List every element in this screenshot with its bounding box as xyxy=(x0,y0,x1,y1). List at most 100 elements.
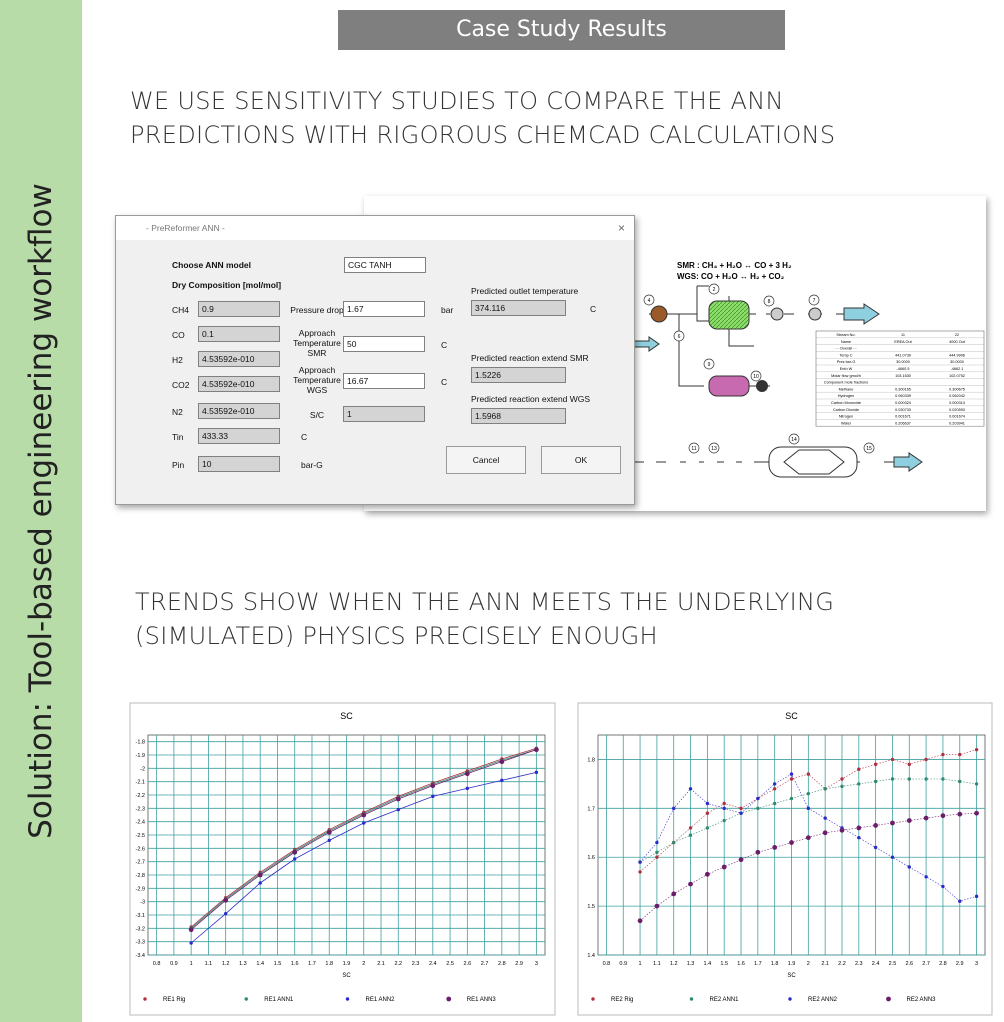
data-point xyxy=(655,851,658,854)
close-button[interactable]: × xyxy=(618,221,625,235)
data-point xyxy=(874,780,877,783)
data-point xyxy=(430,783,435,788)
data-point xyxy=(807,807,810,810)
y-tick-label: -3.1 xyxy=(136,913,145,919)
x-tick-label: 1.5 xyxy=(274,961,282,967)
table-cell: 444.9906 xyxy=(949,353,965,357)
data-point xyxy=(189,925,192,928)
data-point xyxy=(874,846,877,849)
x-tick-label: 1.3 xyxy=(687,961,695,967)
input-label: N2 xyxy=(172,407,183,417)
param-box[interactable]: 16.67 xyxy=(343,373,425,389)
output-box: 1.5968 xyxy=(471,408,566,424)
data-point xyxy=(840,826,843,829)
valve xyxy=(771,308,783,320)
data-point xyxy=(224,896,227,899)
table-cell: 0.000313 xyxy=(949,401,965,405)
input-label: CO2 xyxy=(172,380,189,390)
data-point xyxy=(655,856,658,859)
param-box[interactable]: 1 xyxy=(343,406,425,422)
data-point xyxy=(924,875,927,878)
legend-marker xyxy=(788,997,791,1000)
table-cell: Carbon Dioxide xyxy=(833,408,859,412)
model-select[interactable]: CGC TANH xyxy=(344,257,426,273)
data-point xyxy=(807,772,810,775)
data-point xyxy=(957,812,962,817)
series-line xyxy=(191,750,536,929)
table-cell: 0.001674 xyxy=(949,415,965,419)
legend-marker xyxy=(591,997,594,1000)
table-cell: 0.062042 xyxy=(949,394,965,398)
legend-label: RE1 ANN2 xyxy=(366,997,396,1003)
node-label: 11 xyxy=(691,446,696,452)
legend-label: RE2 Rig xyxy=(611,997,633,1003)
data-point xyxy=(772,845,777,850)
x-tick-label: 2.6 xyxy=(463,961,471,967)
data-point xyxy=(807,792,810,795)
chart-frame xyxy=(130,703,555,1015)
data-point xyxy=(638,860,641,863)
data-point xyxy=(790,777,793,780)
legend-label: RE2 ANN3 xyxy=(907,997,937,1003)
series-line xyxy=(640,774,977,901)
data-point xyxy=(500,757,503,760)
data-point xyxy=(806,835,811,840)
x-tick-label: 1.9 xyxy=(343,961,351,967)
equation: WGS: CO + H₂O ↔ H₂ + CO₂ xyxy=(677,272,785,281)
data-point xyxy=(975,782,978,785)
table-cell: 441.0739 xyxy=(895,353,911,357)
param-box[interactable]: 1.67 xyxy=(343,301,425,317)
data-point xyxy=(431,783,434,786)
chart-title: SC xyxy=(785,711,798,721)
data-point xyxy=(258,871,261,874)
data-point xyxy=(466,769,469,772)
data-point xyxy=(224,897,227,900)
table-cell: -4662.1 xyxy=(951,367,964,371)
data-point xyxy=(891,856,894,859)
data-point xyxy=(500,759,503,762)
data-point xyxy=(857,768,860,771)
data-point xyxy=(224,912,227,915)
heater xyxy=(651,306,667,322)
chart-frame xyxy=(578,703,992,1015)
x-tick-label: 1.2 xyxy=(670,961,678,967)
x-tick-label: 0.8 xyxy=(603,961,611,967)
x-tick-label: 2.5 xyxy=(446,961,454,967)
table-cell: 30.0000 xyxy=(950,360,964,364)
node-label: 10 xyxy=(753,374,759,380)
input-box: 433.33 xyxy=(198,428,280,444)
table-cell: Methane xyxy=(839,387,854,391)
data-point xyxy=(397,796,400,799)
data-point xyxy=(535,748,538,751)
button[interactable]: Cancel xyxy=(446,446,526,474)
table-cell: - - Overall - - xyxy=(835,347,857,351)
input-label: Pin xyxy=(172,460,184,470)
y-tick-label: -2.1 xyxy=(136,780,145,786)
x-tick-label: 1.9 xyxy=(788,961,796,967)
y-tick-label: -2.3 xyxy=(136,806,145,812)
legend-label: RE1 ANN3 xyxy=(467,997,497,1003)
input-label: CH4 xyxy=(172,305,189,315)
param-box[interactable]: 50 xyxy=(343,336,425,352)
data-point xyxy=(672,807,675,810)
input-box: 4.53592e-010 xyxy=(198,351,280,367)
legend-label: RE1 ANN1 xyxy=(264,997,294,1003)
data-point xyxy=(258,881,261,884)
series-line xyxy=(191,748,536,927)
arrow xyxy=(894,453,922,471)
button[interactable]: OK xyxy=(541,446,621,474)
data-point xyxy=(688,882,693,887)
x-tick-label: 1.8 xyxy=(771,961,779,967)
x-tick-label: 1.8 xyxy=(325,961,333,967)
data-point xyxy=(739,812,742,815)
data-point xyxy=(397,808,400,811)
charts: SC0.80.911.11.21.31.41.51.61.71.81.922.1… xyxy=(0,0,1004,1022)
data-point xyxy=(874,763,877,766)
table-cell: 0.203941 xyxy=(949,421,965,425)
x-tick-label: 2.8 xyxy=(939,961,947,967)
data-point xyxy=(739,807,742,810)
table-cell: 22 xyxy=(955,333,959,337)
x-tick-label: 2.8 xyxy=(498,961,506,967)
data-point xyxy=(941,813,946,818)
data-point xyxy=(689,787,692,790)
